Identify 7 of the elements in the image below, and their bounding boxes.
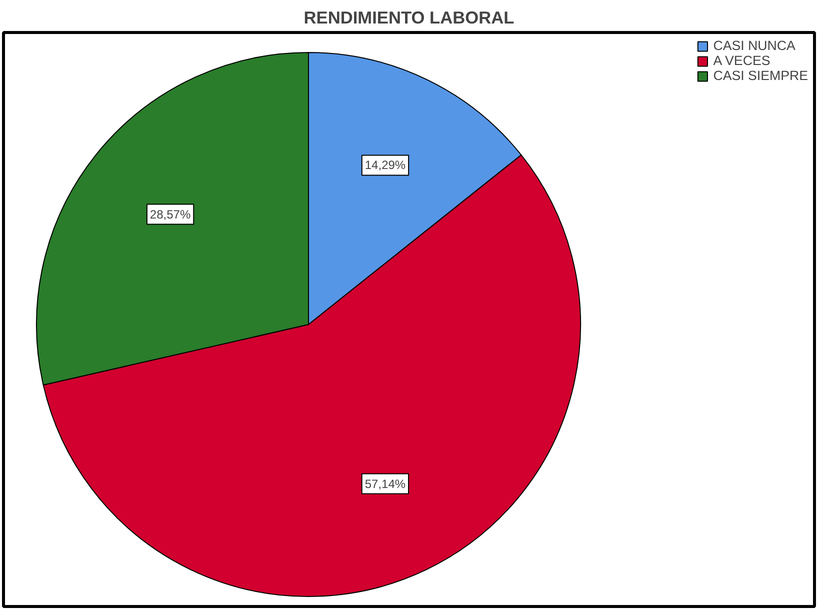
data-label: 14,29%: [364, 158, 406, 172]
chart-title: RENDIMIENTO LABORAL: [304, 8, 515, 28]
data-label: 28,57%: [150, 207, 191, 222]
legend-label: A VECES: [713, 53, 770, 68]
legend-label: CASI NUNCA: [713, 38, 796, 53]
legend-label: CASI SIEMPRE: [713, 68, 808, 83]
data-label: 57,14%: [364, 476, 406, 491]
